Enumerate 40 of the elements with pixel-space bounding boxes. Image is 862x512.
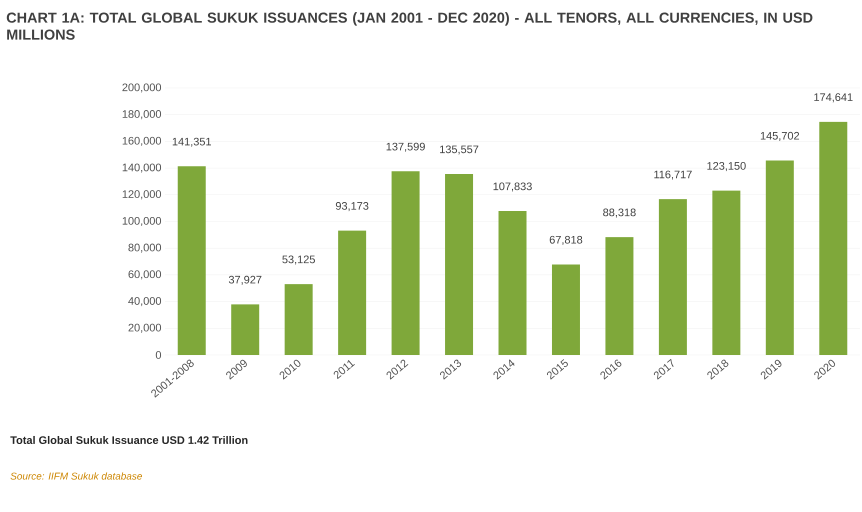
- data-label: 53,125: [282, 256, 315, 265]
- data-label: 137,599: [386, 142, 425, 152]
- data-label: 37,927: [228, 276, 262, 285]
- bar: [231, 304, 260, 355]
- y-tick-label: 20,000: [128, 324, 162, 333]
- data-label: 107,833: [494, 182, 532, 192]
- chart-title: CHART 1A: TOTAL GLOBAL SUKUK ISSUANCES (JAN 2001 - DEC 2020) - ALL TENORS, ALL CURRENCIES, IN USD MILLIONS: [6, 12, 812, 40]
- bar: [445, 174, 474, 355]
- y-tick-label: 160,000: [122, 136, 162, 146]
- data-label: 67,818: [550, 236, 582, 245]
- bar: [819, 122, 848, 355]
- data-label: 145,702: [760, 132, 800, 141]
- bar: [178, 166, 206, 355]
- text: Total Global Sukuk Issuance USD 1.42 Trillion: [10, 436, 248, 444]
- bar: [392, 171, 420, 355]
- y-tick-label: 60,000: [128, 270, 162, 280]
- data-label: 135,557: [440, 145, 478, 154]
- data-label: 141,351: [172, 138, 212, 147]
- data-label: 116,717: [654, 170, 692, 180]
- data-label: 93,173: [336, 202, 368, 212]
- y-tick-label: 180,000: [122, 110, 162, 120]
- y-tick-label: 80,000: [128, 244, 162, 253]
- y-tick-label: 200,000: [122, 83, 162, 93]
- bar: [658, 199, 687, 355]
- bar: [605, 237, 634, 355]
- bar: [338, 230, 366, 355]
- bar: [284, 284, 313, 355]
- bar: [552, 264, 580, 355]
- y-tick-label: 140,000: [122, 164, 162, 173]
- y-tick-label: 0: [156, 351, 162, 359]
- data-label: 174,641: [814, 93, 853, 102]
- bar: [766, 160, 794, 355]
- data-label: 88,318: [603, 208, 636, 218]
- bar: [498, 211, 527, 355]
- y-tick-label: 40,000: [128, 297, 162, 306]
- y-tick-label: 120,000: [122, 190, 162, 200]
- y-tick-label: 100,000: [122, 216, 162, 226]
- source-note: Source: IIFM Sukuk database: [10, 472, 142, 480]
- bar: [712, 190, 740, 355]
- data-label: 123,150: [707, 162, 746, 172]
